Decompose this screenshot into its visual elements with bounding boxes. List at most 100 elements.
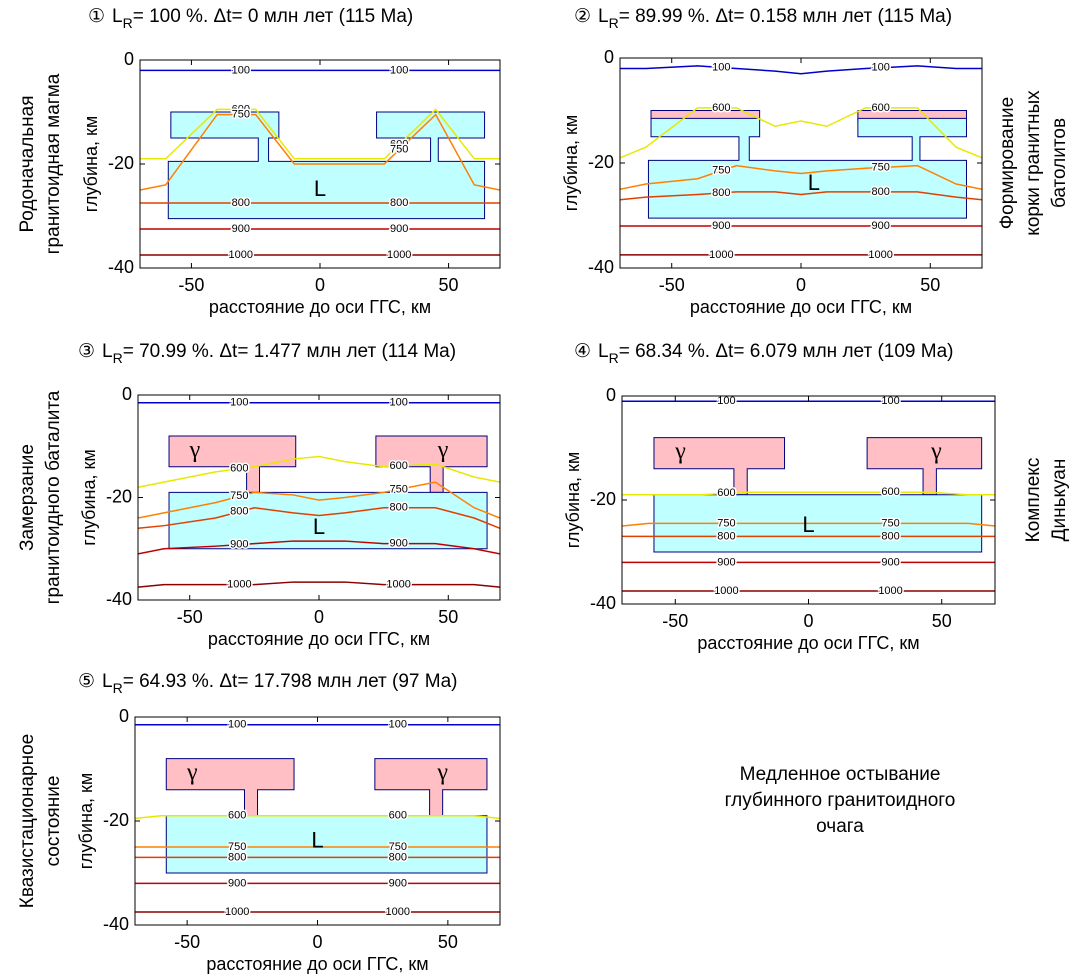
isotherm-label: 600	[390, 138, 408, 150]
x-tick-label: 0	[315, 275, 325, 295]
x-axis-label: расстояние до оси ГГС, км	[209, 297, 431, 317]
isotherm-label: 900	[228, 877, 246, 889]
side-label: гранитоидная магма	[43, 73, 64, 254]
y-tick-label: -20	[590, 489, 616, 509]
title-sub: R	[609, 350, 619, 366]
isotherm	[622, 491, 995, 496]
isotherm-label: 600	[232, 103, 250, 115]
isotherm-label: 900	[390, 223, 408, 235]
isotherm-label: 100	[389, 397, 407, 409]
y-tick-label: -20	[106, 486, 132, 506]
x-tick-label: -50	[174, 932, 200, 952]
plot-area	[140, 69, 500, 256]
isotherm-label: 600	[871, 102, 889, 114]
panel-title: LR= 70.99 %. Δt= 1.477 млн лет (114 Ma)	[102, 341, 456, 366]
x-axis-label: расстояние до оси ГГС, км	[208, 629, 430, 649]
title-main: L	[102, 341, 113, 362]
isotherm-label: 900	[712, 220, 730, 232]
x-tick-label: 0	[803, 611, 813, 631]
isotherm-label: 750	[232, 109, 250, 121]
region-label: L	[314, 176, 326, 201]
isotherm-label: 900	[389, 877, 407, 889]
region-label: γ	[437, 437, 449, 463]
title-sub: R	[609, 15, 619, 31]
isotherm-label: 100	[717, 395, 735, 407]
region-label: L	[808, 170, 820, 195]
y-axis-label: глубина, км	[81, 116, 101, 212]
note-line: Медленное остывание	[740, 764, 941, 785]
isotherm-label: 750	[230, 490, 248, 502]
title-main: L	[598, 6, 609, 27]
x-axis-label: расстояние до оси ГГС, км	[206, 954, 428, 974]
y-axis-label: глубина, км	[561, 115, 581, 211]
isotherm-label: 1000	[229, 249, 253, 261]
isotherm-label: 800	[232, 197, 250, 209]
side-label: корки гранитных	[1023, 90, 1044, 236]
isotherm-label: 100	[881, 395, 899, 407]
x-tick-label: 0	[796, 275, 806, 295]
isotherm-label: 600	[230, 463, 248, 475]
isotherm-label: 900	[717, 556, 735, 568]
isotherm-label: 1000	[878, 585, 902, 597]
isotherm-label: 1000	[386, 906, 410, 918]
x-axis-label: расстояние до оси ГГС, км	[697, 633, 919, 653]
y-tick-label: -40	[108, 257, 134, 277]
panel-title: LR= 68.34 %. Δt= 6.079 млн лет (109 Ma)	[598, 341, 953, 366]
isotherm	[138, 540, 500, 555]
x-axis-label: расстояние до оси ГГС, км	[690, 297, 912, 317]
isotherm-label: 100	[390, 64, 408, 76]
title-rest: = 100 %. Δt= 0 млн лет (115 Ma)	[133, 6, 414, 27]
y-tick-label: 0	[119, 706, 129, 726]
x-tick-label: 50	[438, 607, 458, 627]
region-label: γ	[930, 439, 942, 465]
side-label: Родоначальная	[17, 95, 38, 232]
isotherm-label: 750	[390, 144, 408, 156]
isotherm	[620, 65, 982, 75]
isotherm-label: 750	[228, 841, 246, 853]
isotherm-label: 1000	[386, 579, 410, 591]
isotherm-label: 900	[389, 538, 407, 550]
isotherm-label: 800	[712, 187, 730, 199]
y-tick-label: -40	[588, 257, 614, 277]
panel-number: ⑤	[78, 671, 95, 692]
x-tick-label: -50	[662, 611, 688, 631]
side-label: Замерзание	[17, 444, 38, 551]
isotherm-label: 1000	[225, 906, 249, 918]
region-label: γ	[186, 760, 198, 786]
region	[168, 491, 488, 550]
region-label: γ	[436, 760, 448, 786]
panel: 100 100 600 600 750 750 800 800 900 900 1000 1000 γ γ…	[17, 341, 501, 649]
side-label: Формирование	[997, 97, 1018, 230]
panel-title: LR= 100 %. Δt= 0 млн лет (115 Ma)	[112, 6, 413, 31]
title-main: L	[598, 341, 609, 362]
x-tick-label: -50	[659, 275, 685, 295]
x-tick-label: 50	[932, 611, 952, 631]
y-tick-label: -40	[590, 593, 616, 613]
plot-area	[135, 724, 500, 913]
panel-title: LR= 89.99 %. Δt= 0.158 млн лет (115 Ma)	[598, 6, 952, 31]
isotherm-label: 750	[389, 841, 407, 853]
isotherm-label: 800	[881, 530, 899, 542]
isotherm	[622, 522, 995, 527]
plot-area	[620, 65, 982, 256]
plot-area	[138, 401, 500, 588]
side-label: Динькуан	[1049, 459, 1070, 542]
y-tick-label: -40	[106, 589, 132, 609]
title-sub: R	[113, 350, 123, 366]
y-tick-label: 0	[124, 49, 134, 69]
isotherm-label: 100	[871, 62, 889, 74]
panel-number: ④	[574, 341, 591, 362]
isotherm-label: 1000	[714, 585, 738, 597]
title-rest: = 68.34 %. Δt= 6.079 млн лет (109 Ma)	[619, 341, 954, 362]
isotherm-label: 750	[871, 161, 889, 173]
isotherm-label: 800	[871, 186, 889, 198]
title-main: L	[102, 671, 113, 692]
panel-number: ③	[78, 341, 95, 362]
isotherm	[620, 191, 982, 201]
x-tick-label: -50	[177, 607, 203, 627]
side-label: Комплекс	[1023, 458, 1044, 543]
x-tick-label: 50	[920, 275, 940, 295]
isotherm	[620, 164, 982, 190]
x-tick-label: 50	[439, 275, 459, 295]
